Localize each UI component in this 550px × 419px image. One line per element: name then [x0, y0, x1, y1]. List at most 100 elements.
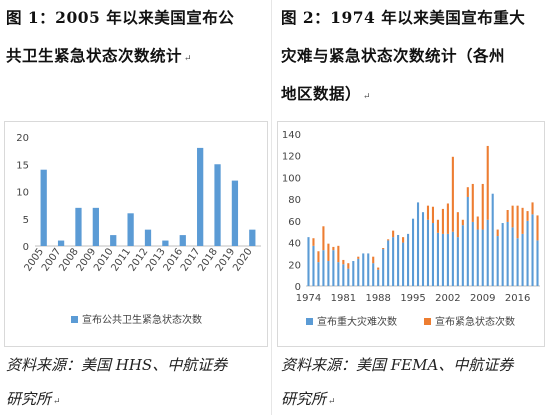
paragraph-mark: ↵ — [363, 92, 372, 102]
figure-1-chart: 0 5 10 15 20 2005 2007 2008 2009 2010 2011 2012 2013… — [4, 121, 268, 347]
bar-major-disaster — [307, 237, 310, 286]
bar-emergency — [436, 219, 439, 233]
bar — [40, 169, 47, 246]
bar-emergency — [402, 237, 405, 243]
bar-emergency — [481, 183, 484, 230]
bar-emergency — [387, 239, 390, 241]
bar-major-disaster — [456, 237, 459, 286]
bar-major-disaster — [342, 264, 345, 286]
bar — [162, 240, 169, 246]
y-tick-label: 0 — [295, 282, 301, 293]
bar-major-disaster — [362, 253, 365, 286]
y-tick-label: 100 — [282, 173, 301, 184]
figure-2: 图 2：1974 年以来美国宣布重大 灾难与紧急状态次数统计（各州 地区数据） ↵… — [275, 0, 550, 415]
figure-1-source-line-2: 研究所 ↵ — [6, 390, 61, 408]
legend-swatch — [424, 318, 431, 325]
y-tick-label: 120 — [282, 152, 301, 163]
bar — [57, 240, 65, 246]
bar-major-disaster — [407, 233, 410, 286]
chart-1-svg: 0510152020052007200820092010201120122013… — [16, 133, 261, 326]
x-tick-label: 2002 — [435, 293, 460, 304]
bar-major-disaster — [511, 227, 514, 286]
bar-emergency — [327, 243, 330, 262]
x-tick-label: 2020 — [231, 246, 255, 273]
bar — [214, 164, 221, 246]
bar-major-disaster — [486, 219, 489, 286]
y-tick-label: 80 — [288, 195, 301, 206]
bar-major-disaster — [466, 196, 469, 286]
bar-major-disaster — [536, 240, 539, 286]
bar-major-disaster — [402, 242, 405, 286]
bar-emergency — [466, 187, 469, 197]
bar-emergency — [536, 215, 539, 241]
bar-major-disaster — [367, 253, 370, 286]
bar — [127, 213, 134, 246]
legend-label: 宣布重大灾难次数 — [317, 315, 397, 328]
bar-major-disaster — [431, 223, 435, 286]
bar-emergency — [426, 205, 430, 220]
bar-major-disaster — [491, 193, 494, 286]
bar — [92, 207, 99, 246]
bar-major-disaster — [481, 229, 484, 286]
x-tick-label: 2016 — [505, 293, 530, 304]
bar-major-disaster — [521, 233, 524, 286]
bar-major-disaster — [531, 214, 534, 286]
bar — [197, 147, 204, 246]
bar-emergency — [496, 229, 499, 237]
bar — [144, 229, 152, 246]
y-tick-label: 20 — [16, 133, 29, 144]
column-divider — [271, 0, 272, 415]
bar — [110, 235, 117, 246]
figure-2-chart: 0 20 40 60 80 100 120 140 1974 1981 1988 1995 2002 20… — [277, 121, 545, 347]
bar-major-disaster — [446, 233, 449, 286]
bar-emergency — [461, 219, 464, 226]
bar-major-disaster — [421, 212, 425, 286]
bar-major-disaster — [332, 250, 335, 286]
bar-major-disaster — [496, 236, 499, 286]
bar-major-disaster — [352, 261, 355, 286]
figure-2-source-line-1: 资料来源：美国 FEMA、中航证券 — [281, 356, 514, 374]
bar-major-disaster — [441, 233, 444, 286]
y-tick-label: 140 — [282, 130, 301, 141]
legend-label: 宣布紧急状态次数 — [435, 315, 515, 328]
bar-emergency — [516, 205, 519, 239]
bar-emergency — [451, 156, 454, 232]
bar-emergency — [347, 263, 350, 269]
bar-major-disaster — [461, 225, 464, 286]
legend-swatch — [306, 318, 313, 325]
bar-major-disaster — [322, 250, 325, 286]
bar-emergency — [382, 248, 385, 250]
bar-major-disaster — [426, 219, 430, 286]
bar-major-disaster — [476, 229, 479, 286]
bar-major-disaster — [397, 234, 400, 286]
bar-major-disaster — [317, 262, 320, 286]
bar-emergency — [511, 205, 514, 228]
bar-emergency — [377, 267, 380, 270]
y-tick-label: 40 — [288, 239, 301, 250]
bar-emergency — [506, 210, 509, 222]
paragraph-mark: ↵ — [328, 397, 336, 407]
paragraph-mark: ↵ — [184, 54, 193, 64]
x-tick-label: 1974 — [296, 293, 321, 304]
bar-emergency — [476, 216, 479, 230]
bar — [249, 229, 256, 246]
bar-major-disaster — [392, 237, 395, 286]
figure-2-title-line-2: 灾难与紧急状态次数统计（各州 — [281, 46, 506, 65]
figure-2-title-line-1: 图 2：1974 年以来美国宣布重大 — [281, 8, 526, 27]
bar — [179, 235, 186, 246]
bar-major-disaster — [451, 231, 454, 286]
bar-major-disaster — [372, 263, 375, 286]
bar — [75, 207, 82, 246]
bar-emergency — [446, 203, 449, 234]
bar-major-disaster — [526, 220, 529, 286]
bar-emergency — [317, 251, 320, 263]
paragraph-mark: ↵ — [53, 397, 61, 407]
bar-major-disaster — [357, 258, 360, 286]
figure-1-title-line-2: 共卫生紧急状态次数统计 ↵ — [6, 46, 193, 65]
bar-major-disaster — [337, 262, 340, 286]
bar-emergency — [526, 211, 529, 221]
y-tick-label: 5 — [23, 215, 29, 226]
bar-emergency — [312, 238, 315, 246]
bar-emergency — [531, 202, 534, 215]
bar-emergency — [521, 207, 524, 234]
